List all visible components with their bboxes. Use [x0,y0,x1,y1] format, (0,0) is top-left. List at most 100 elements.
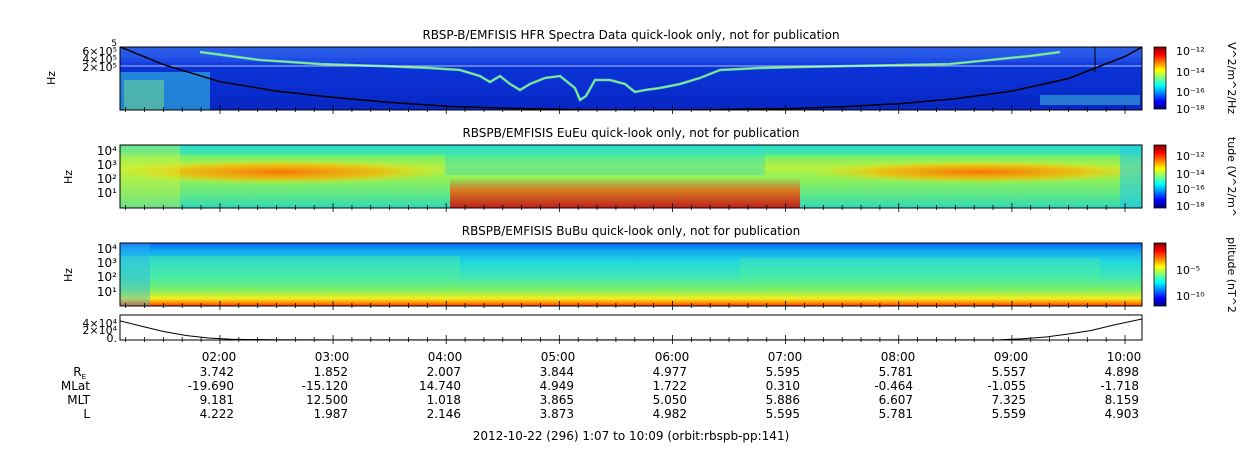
ephem-value: 6.607 [879,393,913,407]
eueu-ytick: 10⁴ [97,144,117,158]
eueu-ytick: 10² [97,172,117,186]
bubu-cbar-ticks: 10⁻⁵ 10⁻¹⁰ [1176,264,1205,303]
hfr-cbar-ticks: 10⁻¹² 10⁻¹⁴ 10⁻¹⁶ 10⁻¹⁸ [1176,45,1205,116]
ephem-row-label: L [83,407,90,421]
bubu-ytick: 10⁴ [97,242,117,256]
line-ytick: 4×10⁴ [82,317,117,330]
x-tick-label: 06:00 [655,350,690,364]
cutoff-curve [120,241,1142,242]
hfr-ytick: 2×10⁵ [82,61,117,74]
eueu-cbar-tick: 10⁻¹⁸ [1176,200,1205,213]
hfr-spectrogram [120,47,1142,110]
eueu-cbar-label: tude (V^2/m^ [1225,137,1238,217]
ephem-value: 5.559 [992,407,1026,421]
ephem-row-label: RE [73,365,86,381]
x-tick-label: 04:00 [428,350,463,364]
ephem-value: -0.464 [874,379,913,393]
ephem-row-label: MLat [61,379,90,393]
ephem-value: 12.500 [306,393,348,407]
ephem-value: 5.886 [766,393,800,407]
hfr-cbar-tick: 10⁻¹² [1176,45,1205,58]
hfr-ytick: 6×10⁵ [82,45,117,58]
hfr-ytick: 4×10⁵ [82,53,117,66]
hfr-title: RBSP-B/EMFISIS HFR Spectra Data quick-lo… [422,28,839,42]
line-yticks: 4×10⁴ 2×10⁴ 0. [82,317,117,345]
footer-caption: 2012-10-22 (296) 1:07 to 10:09 (orbit:rb… [473,429,790,443]
eueu-cbar-tick: 10⁻¹⁴ [1176,168,1205,181]
ephem-value: 4.903 [1105,407,1139,421]
eueu-cbar-ticks: 10⁻¹² 10⁻¹⁴ 10⁻¹⁶ 10⁻¹⁸ [1176,150,1205,213]
ephem-value: 4.898 [1105,365,1139,379]
ephem-value: 4.977 [653,365,687,379]
eueu-cbar-tick: 10⁻¹² [1176,150,1205,163]
hfr-ytick-top: 5 [111,39,117,49]
ephem-value: 2.146 [427,407,461,421]
ephem-value: -1.055 [987,379,1026,393]
eueu-yticks: 10⁴ 10³ 10² 10¹ [97,144,117,200]
bubu-ytick: 10³ [97,256,117,270]
ephem-value: 3.873 [540,407,574,421]
eueu-colorbar [1153,144,1167,209]
ephem-value: 1.987 [314,407,348,421]
hfr-cbar-tick: 10⁻¹⁶ [1176,86,1205,99]
bubu-spectrogram [120,241,1142,306]
x-tick-labels: 02:00 03:00 04:00 05:00 06:00 07:00 08:0… [202,350,1142,364]
hfr-cbar-label: V^2/m^2/Hz [1225,42,1238,114]
ephem-value: 5.595 [766,365,800,379]
cutoff-curve [120,47,1142,110]
ephem-value: 4.222 [200,407,234,421]
ephem-value: 7.325 [992,393,1026,407]
ephem-value: 14.740 [419,379,461,393]
ephem-value: 3.865 [540,393,574,407]
eueu-ylabel: Hz [62,170,75,184]
bubu-title: RBSPB/EMFISIS BuBu quick-look only, not … [462,224,800,238]
ephem-value: 1.722 [653,379,687,393]
ephem-value: -1.718 [1100,379,1139,393]
ephem-value: -15.120 [302,379,348,393]
ephem-value: 0.310 [766,379,800,393]
bubu-cbar-tick: 10⁻¹⁰ [1176,290,1205,303]
hfr-cbar-tick: 10⁻¹⁴ [1176,66,1205,79]
ephem-value: 9.181 [200,393,234,407]
cutoff-curve [120,143,1142,144]
ephemeris-table: RE MLat MLT L 3.742 1.852 2.007 3.844 4.… [61,365,1139,421]
ephem-row-label: MLT [67,393,90,407]
bubu-ytick: 10¹ [97,285,117,299]
ephem-value: 5.557 [992,365,1026,379]
ephem-value: 3.844 [540,365,574,379]
x-tick-label: 09:00 [994,350,1029,364]
ephem-value: 5.050 [653,393,687,407]
x-tick-label: 02:00 [202,350,237,364]
bubu-yticks: 10⁴ 10³ 10² 10¹ [97,242,117,299]
hfr-cbar-tick: 10⁻¹⁸ [1176,103,1205,116]
ephem-value: 1.018 [427,393,461,407]
bubu-ylabel: Hz [62,268,75,282]
ephem-value: 3.742 [200,365,234,379]
ephem-value: 4.982 [653,407,687,421]
line-ytick: 0. [107,332,118,345]
hfr-yticks: 6×10⁵ 4×10⁵ 2×10⁵ 5 [82,39,117,74]
hfr-ylabel: Hz [45,71,58,85]
ephem-value: -19.690 [188,379,234,393]
x-ticks [125,105,1126,344]
eueu-ytick: 10¹ [97,186,117,200]
bubu-cbar-tick: 10⁻⁵ [1176,264,1200,277]
x-tick-label: 07:00 [768,350,803,364]
eueu-spectrogram [120,143,1142,208]
x-tick-label: 03:00 [315,350,350,364]
eueu-ytick: 10³ [97,158,117,172]
ephem-value: 5.781 [879,365,913,379]
x-tick-label: 05:00 [541,350,576,364]
ephem-value: 5.781 [879,407,913,421]
ephem-value: 5.595 [766,407,800,421]
ephem-value: 1.852 [314,365,348,379]
line-series [120,318,1142,340]
ephem-value: 2.007 [427,365,461,379]
hfr-colorbar [1153,46,1167,110]
eueu-title: RBSPB/EMFISIS EuEu quick-look only, not … [462,126,799,140]
line-panel [119,314,1143,341]
ephem-value: 4.949 [540,379,574,393]
bubu-ytick: 10² [97,270,117,284]
x-tick-label: 08:00 [881,350,916,364]
